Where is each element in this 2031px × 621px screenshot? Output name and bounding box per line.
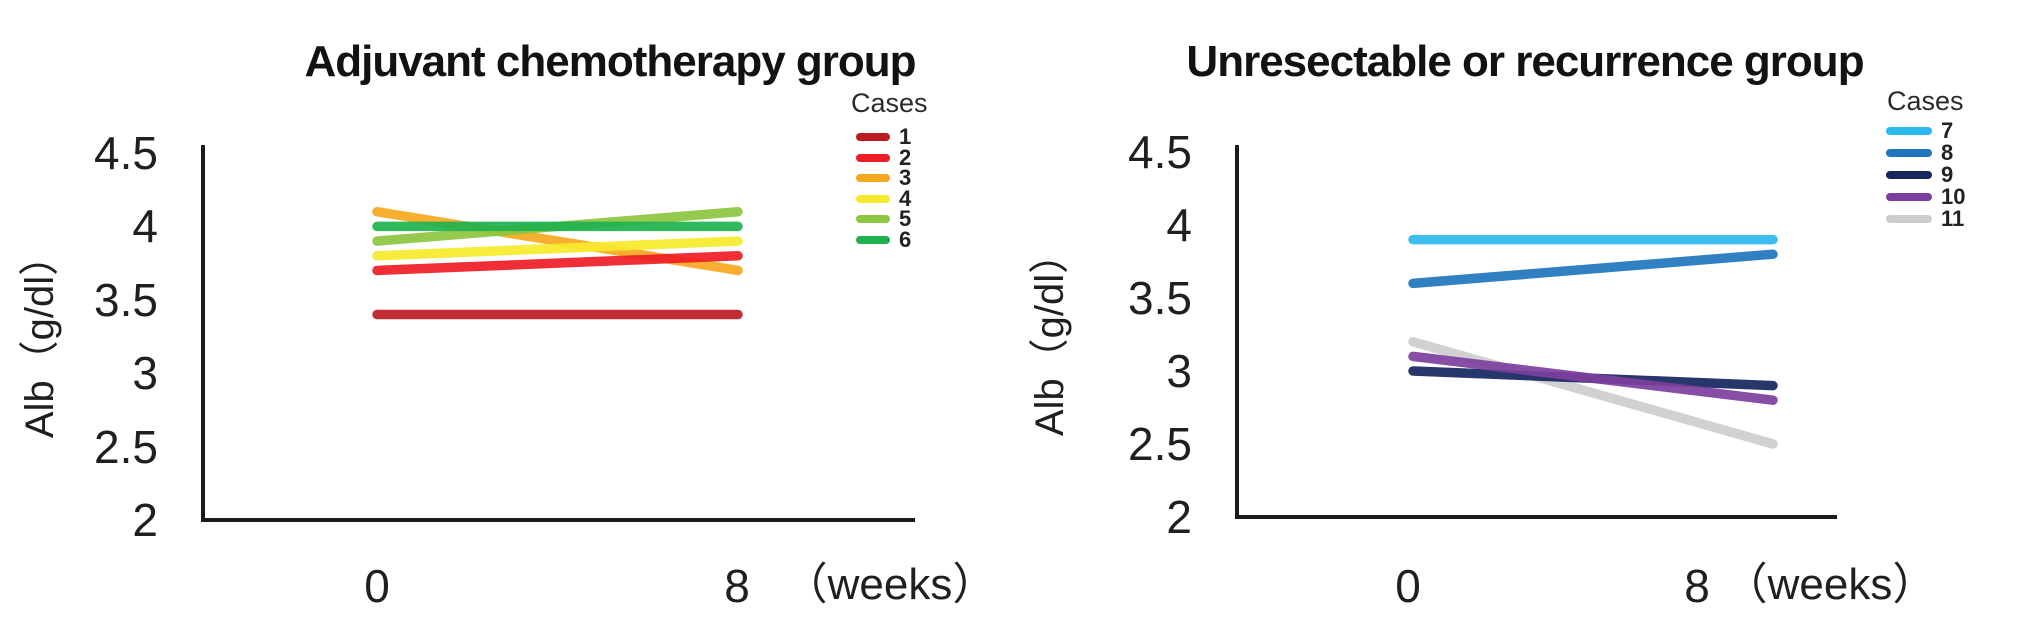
chart-title: Unresectable or recurrence group bbox=[1186, 36, 1864, 86]
legend-item-case-5: 5 bbox=[856, 208, 911, 230]
legend-title: Cases bbox=[1887, 86, 1964, 116]
series-line-case-2 bbox=[372, 251, 743, 276]
legend-swatch bbox=[856, 236, 890, 244]
legend-swatch bbox=[856, 133, 890, 141]
y-tick-label: 2 bbox=[132, 494, 158, 546]
x-tick-label: 8 bbox=[1684, 560, 1710, 612]
legend-label: 6 bbox=[899, 227, 912, 252]
legend-swatch bbox=[856, 153, 890, 162]
y-tick-label: 3.5 bbox=[1128, 272, 1192, 324]
legend-label: 5 bbox=[899, 206, 912, 232]
series-line-case-8 bbox=[1408, 249, 1778, 289]
y-tick-label: 4.5 bbox=[1128, 126, 1192, 178]
legend-swatch bbox=[1886, 193, 1932, 201]
legend-item-case-1: 1 bbox=[856, 126, 911, 148]
y-tick-label: 2 bbox=[1166, 491, 1192, 543]
y-axis-title: Alb（g/dl） bbox=[1028, 233, 1072, 437]
legend-swatch bbox=[1886, 127, 1932, 135]
legend-item-case-4: 4 bbox=[856, 185, 912, 211]
legend-label: 4 bbox=[899, 185, 912, 211]
legend-swatch bbox=[856, 215, 890, 224]
x-tick-label: 0 bbox=[364, 560, 390, 612]
series-line-case-10 bbox=[1408, 351, 1778, 405]
x-tick-label: 8 bbox=[724, 560, 750, 612]
y-tick-label: 4.5 bbox=[94, 127, 158, 179]
legend-label: 9 bbox=[1941, 162, 1954, 187]
legend-swatch bbox=[1886, 149, 1932, 157]
legend-item-case-6: 6 bbox=[856, 229, 911, 251]
chart-title: Adjuvant chemotherapy group bbox=[304, 36, 916, 86]
axis-line bbox=[1235, 145, 1837, 519]
legend-item-case-9: 9 bbox=[1886, 164, 1953, 186]
legend-item-case-2: 2 bbox=[856, 144, 912, 170]
series-line-case-4 bbox=[372, 236, 743, 261]
legend-item-case-11: 11 bbox=[1886, 208, 1964, 230]
legend-label: 7 bbox=[1941, 118, 1954, 143]
legend-swatch bbox=[856, 194, 890, 203]
legend-item-case-8: 8 bbox=[1886, 142, 1953, 164]
y-tick-label: 3.5 bbox=[94, 273, 158, 326]
legend-swatch bbox=[1886, 171, 1932, 179]
legend-title: Cases bbox=[851, 88, 928, 118]
legend-label: 11 bbox=[1941, 206, 1965, 231]
x-axis-unit-label: （weeks） bbox=[783, 560, 997, 609]
legend-item-case-7: 7 bbox=[1886, 120, 1953, 142]
legend-swatch bbox=[1886, 215, 1932, 223]
legend-label: 3 bbox=[899, 165, 912, 191]
y-tick-label: 4 bbox=[1166, 199, 1192, 251]
y-tick-label: 2.5 bbox=[1128, 418, 1192, 470]
legend-label: 2 bbox=[899, 144, 912, 170]
y-tick-label: 3 bbox=[132, 347, 158, 400]
x-axis-unit-label: （weeks） bbox=[1723, 560, 1937, 609]
legend-item-case-10: 10 bbox=[1886, 186, 1965, 208]
y-tick-label: 4 bbox=[132, 200, 158, 253]
y-tick-label: 3 bbox=[1166, 345, 1192, 397]
legend-label: 1 bbox=[899, 124, 912, 149]
legend-label: 10 bbox=[1941, 184, 1966, 209]
x-tick-label: 0 bbox=[1395, 560, 1421, 612]
y-tick-label: 2.5 bbox=[94, 420, 158, 473]
legend-item-case-3: 3 bbox=[856, 167, 911, 189]
axis-line bbox=[201, 145, 915, 522]
legend-label: 8 bbox=[1941, 140, 1954, 165]
legend-swatch bbox=[856, 174, 890, 183]
series-line-case-11 bbox=[1408, 337, 1778, 449]
